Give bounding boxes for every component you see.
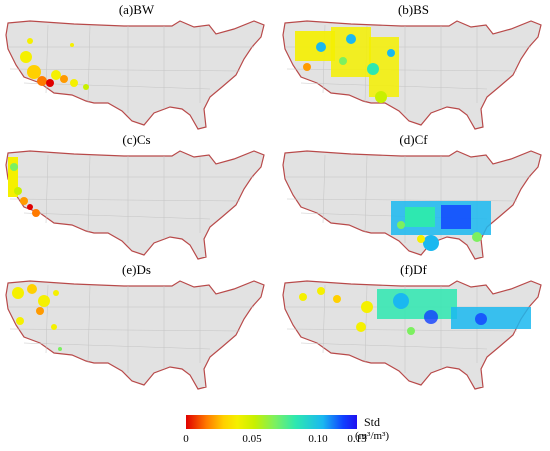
moisture-patches [391, 201, 491, 251]
legend-tick-0-13: 0.13 [347, 433, 367, 445]
moisture-patches [295, 27, 399, 103]
us-map-cf [282, 150, 542, 260]
map-panel-ds: (e)Ds [4, 263, 269, 393]
state-boundaries [285, 154, 531, 243]
us-outline [5, 20, 265, 130]
state-boundaries [8, 24, 254, 113]
legend-unit: (m³/m³) [354, 430, 390, 442]
legend-tick-0-05: 0.05 [242, 433, 262, 445]
map-panel-df: (f)Df [281, 263, 546, 393]
panel-title: (c)Cs [122, 132, 151, 147]
panel-title: (e)Ds [122, 262, 151, 277]
state-boundaries [8, 284, 254, 373]
moisture-patches [12, 284, 62, 351]
us-outline [5, 280, 265, 390]
panel-title: (b)BS [397, 2, 430, 17]
map-panel-bw: (a)BW [4, 3, 269, 133]
panel-title: (a)BW [118, 2, 155, 17]
us-outline [5, 150, 265, 260]
map-panel-cs: (c)Cs [4, 133, 269, 263]
map-panel-bs: (b)BS [281, 3, 546, 133]
moisture-patches [20, 38, 89, 90]
panel-title: (f)Df [400, 262, 427, 277]
color-scale-bar [186, 415, 357, 429]
panel-title: (d)Cf [399, 132, 428, 147]
map-panel-cf: (d)Cf [281, 133, 546, 263]
legend-tick-0-10: 0.10 [308, 433, 328, 445]
us-map-bw [5, 20, 265, 130]
legend-tick-0: 0 [183, 433, 189, 445]
us-map-df [282, 280, 542, 390]
moisture-patches [8, 157, 40, 217]
us-map-bs [282, 20, 542, 130]
us-map-cs [5, 150, 265, 260]
legend-title: Std [363, 415, 380, 429]
moisture-patches [299, 287, 531, 335]
us-map-ds [5, 280, 265, 390]
state-boundaries [8, 154, 254, 243]
